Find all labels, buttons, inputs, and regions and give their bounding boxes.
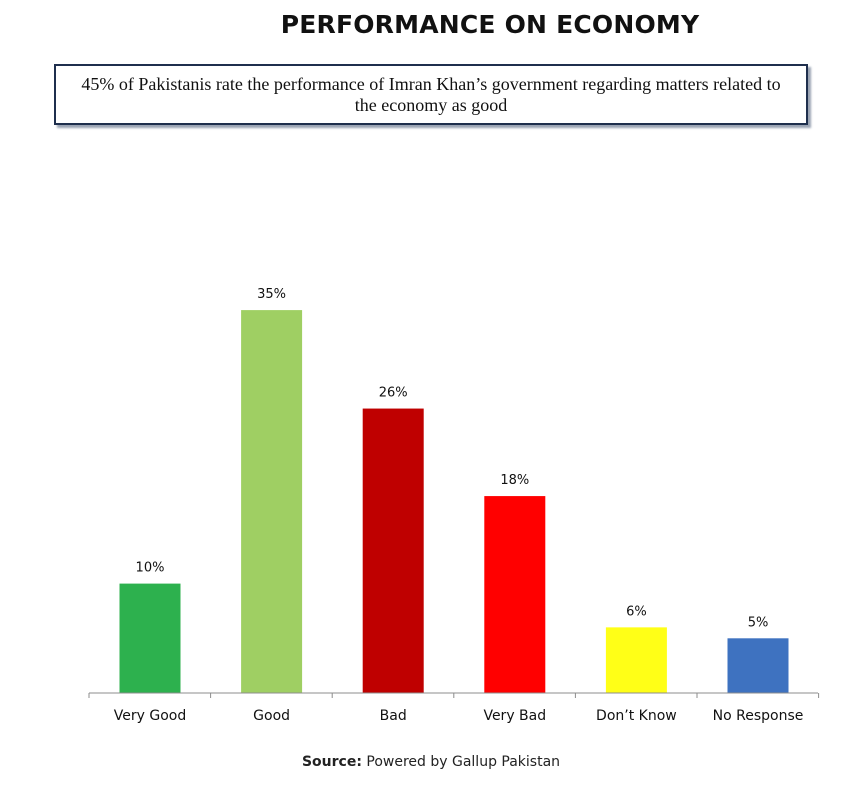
source-line: Source: Powered by Gallup Pakistan [0,754,862,770]
data-label: 26% [379,386,408,401]
category-label: Don’t Know [596,708,677,724]
data-label: 5% [748,615,769,630]
category-label: No Response [713,708,804,724]
category-label: Very Bad [483,708,546,724]
bar [241,310,303,693]
bars-group: 10% 35% 26% 18% 6% 5% [119,287,789,693]
data-label: 10% [136,561,165,576]
data-label: 18% [500,473,529,488]
data-label: 6% [626,604,647,619]
bar [119,583,181,693]
bar [362,408,424,693]
bar [727,638,789,693]
source-label: Source: [301,754,362,770]
summary-text: 45% of Pakistanis rate the performance o… [81,73,781,115]
page-title: PERFORMANCE ON ECONOMY [280,10,700,39]
category-label: Very Good [114,708,186,724]
x-axis: Very Good Good Bad Very Bad Don’t Know No Res… [88,692,820,724]
bar [605,627,667,693]
bar [484,496,546,693]
data-label: 35% [257,287,286,302]
category-label: Good [253,708,290,724]
summary-box: 45% of Pakistanis rate the performance o… [54,64,808,125]
source-text: Powered by Gallup Pakistan [366,754,561,770]
category-label: Bad [380,708,407,724]
